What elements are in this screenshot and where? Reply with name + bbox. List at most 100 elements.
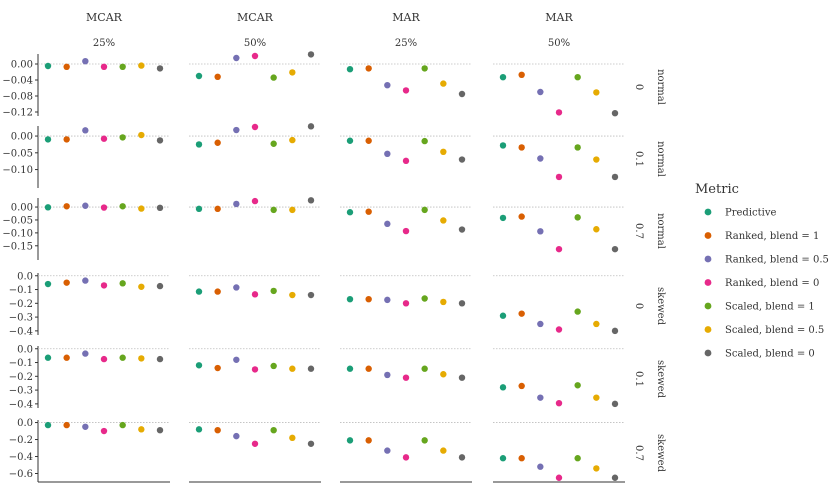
data-point	[421, 137, 428, 145]
row-header-value: 0.7	[633, 445, 644, 461]
data-point	[421, 65, 428, 72]
data-point	[440, 447, 447, 454]
y-tick-label: −0.15	[2, 241, 33, 252]
row-header-value: 0.7	[633, 223, 644, 239]
data-point	[289, 136, 296, 144]
legend-label: Predictive	[725, 208, 776, 219]
row-header-value: 0	[633, 303, 644, 309]
column-header-missingness: MCAR	[86, 11, 123, 24]
data-point	[195, 426, 203, 433]
data-point	[307, 51, 315, 58]
legend-marker	[704, 232, 712, 239]
y-tick-label: −0.10	[2, 228, 33, 239]
data-point	[421, 206, 428, 214]
data-point	[100, 135, 108, 142]
legend-label: Scaled, blend = 0	[725, 349, 815, 360]
data-point	[458, 90, 466, 98]
data-point	[63, 354, 70, 361]
data-point	[611, 245, 619, 253]
data-point	[593, 320, 600, 328]
data-point	[233, 200, 240, 208]
data-point	[289, 365, 296, 372]
data-point	[384, 296, 391, 304]
data-point	[611, 474, 619, 481]
data-point	[518, 310, 525, 317]
data-point	[593, 226, 600, 233]
y-tick-label: −0.4	[9, 399, 33, 410]
column-header-rate: 50%	[548, 38, 570, 49]
data-point	[518, 382, 525, 390]
data-point	[458, 300, 466, 307]
data-point	[537, 88, 544, 96]
y-tick-label: −0.2	[9, 372, 33, 383]
data-point	[251, 291, 259, 298]
y-tick-label: −0.3	[9, 313, 33, 324]
data-point	[82, 277, 89, 284]
data-point	[251, 366, 259, 373]
data-point	[100, 63, 108, 70]
data-point	[251, 440, 259, 447]
data-point	[365, 137, 372, 144]
data-point	[555, 173, 563, 181]
data-point	[537, 463, 544, 470]
data-point	[63, 421, 70, 429]
y-tick-label: −0.1	[9, 285, 33, 296]
row-header-distribution: skewed	[655, 360, 666, 399]
y-tick-label: −0.4	[9, 326, 33, 337]
data-point	[138, 283, 145, 290]
data-point	[440, 371, 447, 378]
data-point	[402, 454, 410, 461]
data-point	[537, 394, 544, 401]
legend-marker	[704, 208, 712, 216]
data-point	[402, 87, 410, 94]
data-point	[593, 465, 600, 472]
data-point	[63, 63, 70, 70]
data-point	[119, 63, 126, 70]
data-point	[138, 131, 145, 139]
data-point	[421, 437, 428, 444]
data-point	[365, 65, 372, 72]
data-point	[214, 364, 221, 372]
data-point	[307, 197, 315, 204]
data-point	[156, 137, 164, 144]
data-point	[555, 399, 563, 407]
y-tick-label: 0.0	[17, 271, 33, 282]
y-tick-label: 0.0	[17, 344, 33, 355]
y-tick-label: −0.2	[9, 299, 33, 310]
data-point	[499, 142, 507, 149]
data-point	[251, 197, 259, 205]
data-point	[195, 288, 203, 295]
data-point	[611, 173, 619, 181]
data-point	[611, 400, 619, 408]
data-point	[138, 205, 145, 212]
data-point	[44, 280, 52, 288]
data-point	[233, 54, 240, 62]
legend-title: Metric	[695, 182, 739, 197]
data-point	[346, 66, 354, 73]
data-point	[156, 204, 164, 212]
data-point	[214, 139, 221, 146]
data-point	[402, 374, 410, 381]
data-point	[518, 213, 525, 220]
data-point	[138, 62, 145, 69]
data-point	[555, 326, 563, 333]
column-header-missingness: MCAR	[237, 11, 274, 24]
row-header-value: 0.1	[633, 151, 644, 167]
data-point	[499, 455, 507, 462]
column-header-rate: 25%	[93, 38, 115, 49]
y-tick-label: −0.12	[2, 108, 33, 119]
data-point	[537, 320, 544, 328]
data-point	[270, 362, 277, 370]
data-point	[233, 356, 240, 363]
data-point	[119, 421, 126, 429]
data-point	[402, 227, 410, 235]
row-header-distribution: skewed	[655, 287, 666, 326]
data-point	[365, 295, 372, 303]
data-point	[156, 426, 164, 434]
legend: Metric Predictive Ranked, blend = 1 Ranked,…	[695, 182, 829, 360]
data-point	[119, 354, 126, 361]
y-tick-label: −0.3	[9, 386, 33, 397]
data-point	[346, 209, 354, 216]
data-point	[593, 394, 600, 401]
data-point	[270, 287, 277, 295]
